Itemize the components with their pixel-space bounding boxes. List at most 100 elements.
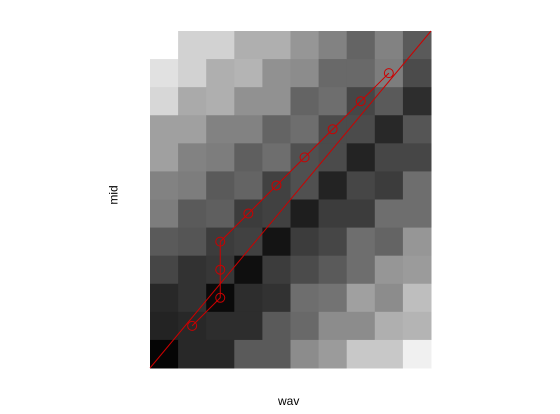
heatmap-cell-r4-c0 [150,143,179,172]
heatmap-cell-r6-c9 [402,199,432,229]
heatmap-cell-r10-c2 [206,311,235,341]
heatmap-cell-r6-c7 [346,199,376,229]
reference-diagonal-line [149,30,432,369]
heatmap-cell-r3-c0 [150,115,179,144]
heatmap-cell-r1-c6 [318,59,348,88]
path-point-1 [215,292,226,303]
heatmap-cell-r1-c4 [262,59,291,88]
heatmap-cell-r5-c2 [206,171,235,200]
path-point-5 [271,180,282,191]
heatmap-cell-r10-c9 [402,311,432,341]
heatmap-cell-r8-c3 [234,255,263,285]
heatmap-cell-r8-c9 [402,255,432,285]
heatmap-cell-r7-c6 [318,227,348,257]
heatmap-cell-r2-c1 [178,87,207,116]
heatmap-cell-r4-c4 [262,143,291,172]
y-axis-label: mid [106,185,121,205]
heatmap-cell-r5-c5 [290,171,320,200]
heatmap-cell-r4-c3 [234,143,263,172]
heatmap-cell-r10-c4 [262,311,291,341]
heatmap-cell-r2-c5 [290,87,320,116]
heatmap-cell-r10-c0 [150,311,179,341]
heatmap-cell-r9-c0 [150,283,179,313]
heatmap-cell-r4-c8 [374,143,404,172]
heatmap-cell-r2-c9 [402,87,432,116]
heatmap-cell-r11-c3 [234,339,263,369]
heatmap-cell-r6-c6 [318,199,348,229]
heatmap-cell-r6-c2 [206,199,235,229]
path-point-8 [355,96,366,107]
heatmap-cell-r1-c2 [206,59,235,88]
path-point-4 [243,208,254,219]
heatmap-cell-r3-c4 [262,115,291,144]
heatmap-cell-r11-c6 [318,339,348,369]
heatmap-cell-r0-c5 [290,31,320,60]
heatmap-cell-r8-c4 [262,255,291,285]
warping-path [149,30,432,369]
heatmap-cell-r11-c9 [402,339,432,369]
heatmap-cell-r0-c6 [318,31,348,60]
heatmap-cell-r9-c5 [290,283,320,313]
heatmap-cell-r11-c8 [374,339,404,369]
heatmap-cell-r0-c3 [234,31,263,60]
heatmap-cell-r11-c1 [178,339,207,369]
heatmap-cell-r4-c7 [346,143,376,172]
heatmap-cell-r9-c9 [402,283,432,313]
heatmap-cell-r4-c2 [206,143,235,172]
heatmap-cell-r1-c9 [402,59,432,88]
heatmap-cell-r0-c0 [150,31,179,60]
heatmap-cell-r9-c8 [374,283,404,313]
heatmap-cell-r9-c3 [234,283,263,313]
heatmap-cell-r1-c5 [290,59,320,88]
heatmap-cell-r3-c7 [346,115,376,144]
heatmap-cell-r1-c3 [234,59,263,88]
heatmap-cell-r6-c0 [150,199,179,229]
heatmap-cell-r7-c8 [374,227,404,257]
heatmap-cell-r8-c6 [318,255,348,285]
heatmap-cell-r8-c1 [178,255,207,285]
heatmap-cell-r7-c5 [290,227,320,257]
heatmap-cell-r1-c1 [178,59,207,88]
heatmap-cell-r1-c0 [150,59,179,88]
heatmap-cell-r3-c5 [290,115,320,144]
heatmap-cell-r9-c4 [262,283,291,313]
heatmap-cell-r8-c7 [346,255,376,285]
heatmap-cell-r6-c5 [290,199,320,229]
heatmap-cell-r3-c3 [234,115,263,144]
heatmap-cell-r9-c7 [346,283,376,313]
heatmap-cell-r0-c4 [262,31,291,60]
heatmap-cell-r4-c6 [318,143,348,172]
x-axis-label: wav [278,394,300,408]
heatmap-cell-r9-c6 [318,283,348,313]
heatmap-cell-r6-c1 [178,199,207,229]
path-point-9 [383,68,394,79]
heatmap-cell-r7-c7 [346,227,376,257]
heatmap-cell-r10-c7 [346,311,376,341]
heatmap-cell-r5-c9 [402,171,432,200]
heatmap-cell-r7-c9 [402,227,432,257]
heatmap-cell-r9-c1 [178,283,207,313]
heatmap-cell-r5-c6 [318,171,348,200]
heatmap-cell-r2-c2 [206,87,235,116]
heatmap-cell-r11-c4 [262,339,291,369]
heatmap-cell-r7-c0 [150,227,179,257]
heatmap-cell-r10-c6 [318,311,348,341]
heatmap-cell-r6-c8 [374,199,404,229]
heatmap-cell-r8-c5 [290,255,320,285]
heatmap-cell-r4-c9 [402,143,432,172]
heatmap-cells [150,31,432,369]
heatmap-cell-r0-c1 [178,31,207,60]
path-point-2 [215,264,226,275]
heatmap-cell-r2-c8 [374,87,404,116]
heatmap-cell-r4-c1 [178,143,207,172]
heatmap-cell-r11-c7 [346,339,376,369]
path-point-0 [187,320,198,331]
heatmap-cell-r0-c8 [374,31,404,60]
heatmap-cell-r3-c8 [374,115,404,144]
heatmap-cell-r5-c1 [178,171,207,200]
heatmap-cell-r8-c8 [374,255,404,285]
heatmap-cell-r10-c3 [234,311,263,341]
warping-path-line [191,72,390,327]
heatmap-cell-r10-c8 [374,311,404,341]
heatmap-cell-r2-c3 [234,87,263,116]
